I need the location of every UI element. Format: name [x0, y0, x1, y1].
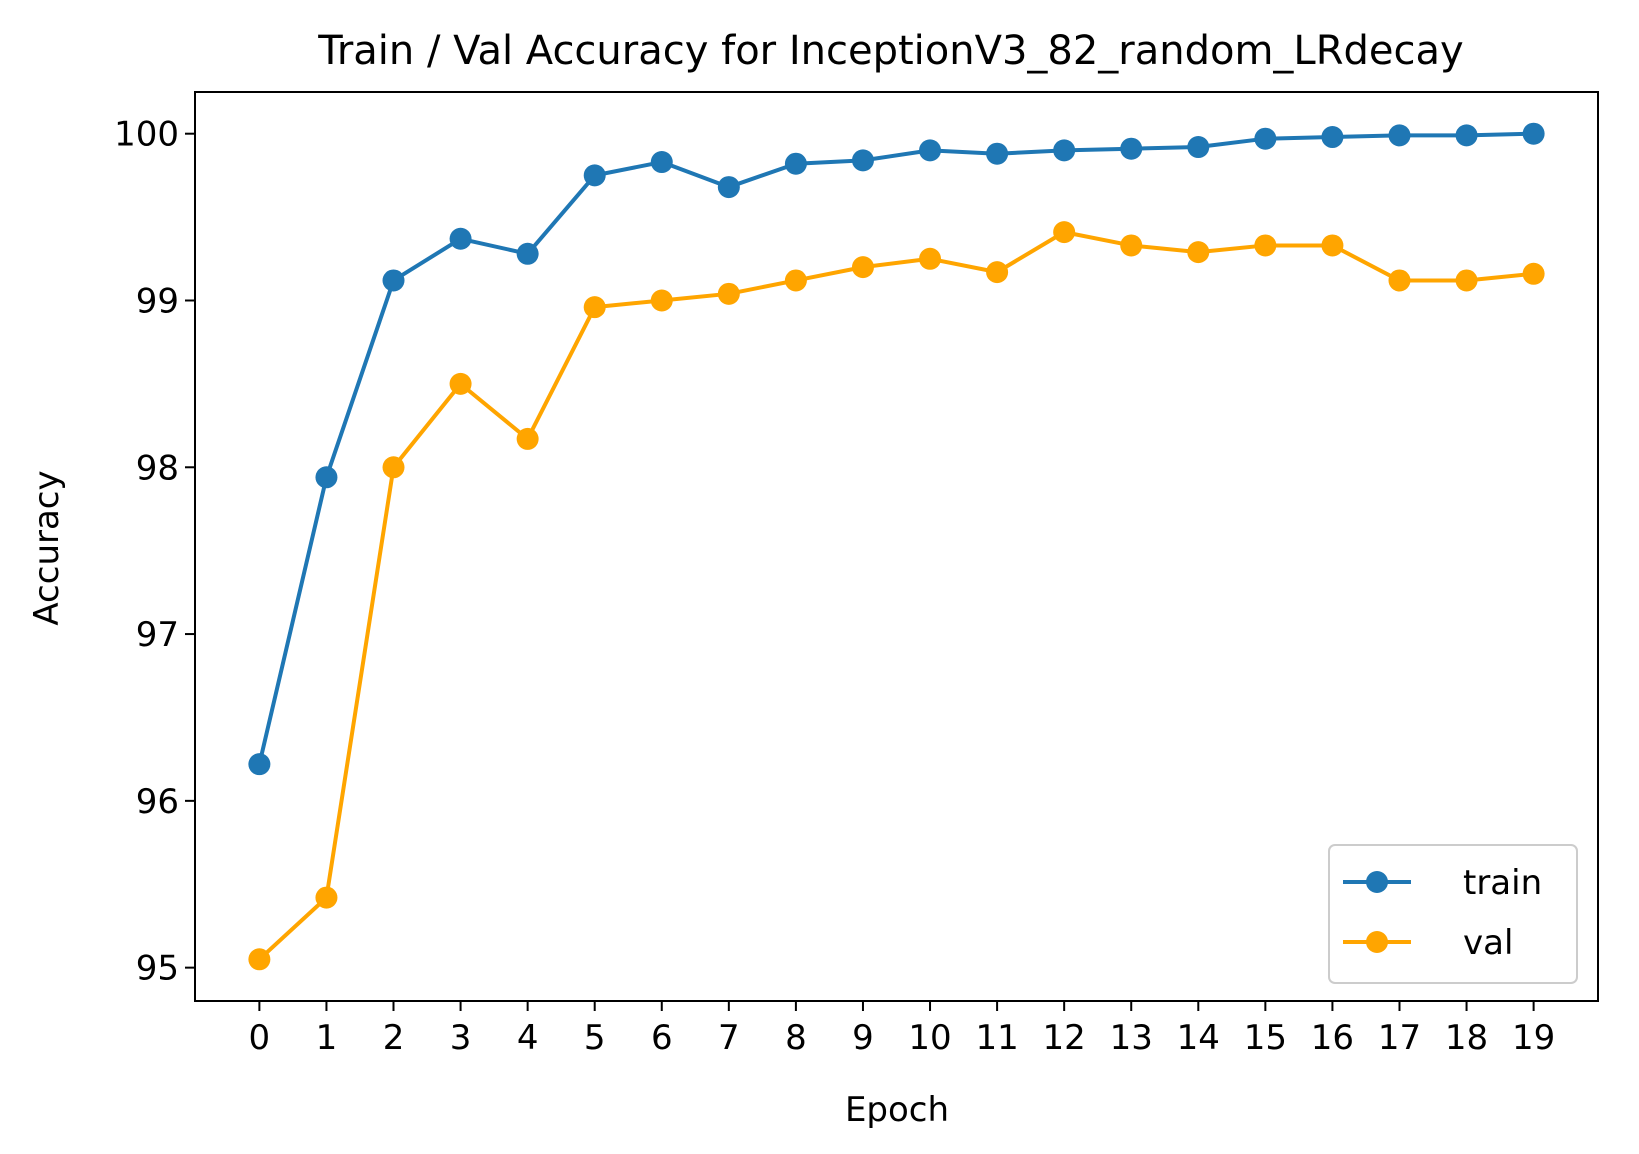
x-tick-label: 16	[1311, 1018, 1354, 1058]
x-tick-label: 12	[1043, 1018, 1086, 1058]
y-tick-label: 100	[114, 115, 179, 155]
data-point-train	[583, 164, 606, 187]
data-point-train	[1187, 136, 1210, 159]
data-point-val	[1455, 269, 1478, 292]
data-point-train	[382, 269, 405, 292]
data-point-train	[717, 176, 740, 199]
data-point-train	[315, 466, 338, 489]
data-point-val	[919, 247, 942, 270]
data-point-val	[1187, 241, 1210, 264]
y-tick-label: 99	[136, 281, 179, 321]
x-tick-label: 9	[852, 1018, 874, 1058]
x-tick-label: 17	[1378, 1018, 1421, 1058]
data-point-val	[516, 427, 539, 450]
x-tick-label: 11	[975, 1018, 1018, 1058]
x-axis-label: Epoch	[845, 1090, 949, 1130]
legend-train-marker	[1366, 871, 1388, 893]
y-axis-ticks: 95 96 97 98 99 100	[114, 115, 195, 989]
legend-val-label: val	[1463, 923, 1513, 963]
data-point-val	[650, 289, 673, 312]
x-tick-label: 3	[450, 1018, 472, 1058]
series-train	[248, 122, 1545, 776]
legend: train val	[1328, 844, 1578, 984]
data-point-val	[1254, 234, 1277, 257]
data-point-val	[382, 456, 405, 479]
x-tick-label: 1	[316, 1018, 338, 1058]
data-point-train	[1120, 137, 1143, 160]
x-tick-label: 18	[1445, 1018, 1488, 1058]
x-tick-label: 7	[718, 1018, 740, 1058]
data-point-val	[986, 261, 1009, 284]
data-point-val	[583, 296, 606, 319]
data-point-val	[449, 372, 472, 395]
y-tick-label: 96	[136, 782, 179, 822]
y-tick-label: 95	[136, 949, 179, 989]
series-line-val	[258, 230, 1534, 961]
data-point-train	[986, 142, 1009, 165]
x-tick-label: 2	[383, 1018, 405, 1058]
x-tick-label: 10	[908, 1018, 951, 1058]
legend-entry-val: val	[1343, 923, 1513, 963]
data-point-train	[919, 139, 942, 162]
x-tick-label: 4	[517, 1018, 539, 1058]
data-point-train	[1254, 127, 1277, 150]
data-point-train	[1522, 122, 1545, 145]
data-point-train	[851, 149, 874, 172]
data-point-train	[1321, 126, 1344, 149]
data-point-train	[1053, 139, 1076, 162]
data-point-val	[248, 948, 271, 971]
legend-val-marker	[1366, 931, 1388, 953]
data-point-train	[449, 227, 472, 250]
data-point-val	[1120, 234, 1143, 257]
x-tick-label: 15	[1244, 1018, 1287, 1058]
y-tick-label: 97	[136, 615, 179, 655]
data-point-val	[315, 886, 338, 909]
data-point-train	[248, 753, 271, 776]
x-axis-ticks: 0 1 2 3 4 5 6 7 8 9 10 11 12 13 14 15 16 17 18 19	[249, 1001, 1555, 1058]
data-point-val	[784, 269, 807, 292]
legend-box	[1328, 844, 1578, 984]
data-point-val	[1053, 221, 1076, 244]
x-tick-label: 14	[1177, 1018, 1220, 1058]
series-line-train	[257, 131, 1534, 765]
x-tick-label: 0	[249, 1018, 271, 1058]
y-tick-label: 98	[136, 448, 179, 488]
data-point-val	[851, 256, 874, 279]
data-point-train	[650, 151, 673, 174]
data-point-train	[1388, 124, 1411, 147]
data-point-train	[784, 152, 807, 175]
chart-title: Train / Val Accuracy for InceptionV3_82_…	[317, 28, 1463, 74]
series-val	[248, 221, 1545, 971]
plot-area-frame	[194, 91, 1599, 1002]
data-point-train	[516, 242, 539, 265]
data-point-val	[1522, 262, 1545, 285]
x-tick-label: 19	[1512, 1018, 1555, 1058]
x-tick-label: 6	[651, 1018, 673, 1058]
legend-train-label: train	[1463, 863, 1542, 903]
data-point-val	[717, 282, 740, 305]
x-tick-label: 8	[785, 1018, 807, 1058]
x-tick-label: 13	[1110, 1018, 1153, 1058]
data-point-val	[1388, 269, 1411, 292]
series-layer	[248, 122, 1545, 971]
data-point-train	[1455, 124, 1478, 147]
data-point-val	[1321, 234, 1344, 257]
legend-entry-train: train	[1343, 863, 1542, 903]
x-tick-label: 5	[584, 1018, 606, 1058]
y-axis-label: Accuracy	[27, 470, 67, 625]
